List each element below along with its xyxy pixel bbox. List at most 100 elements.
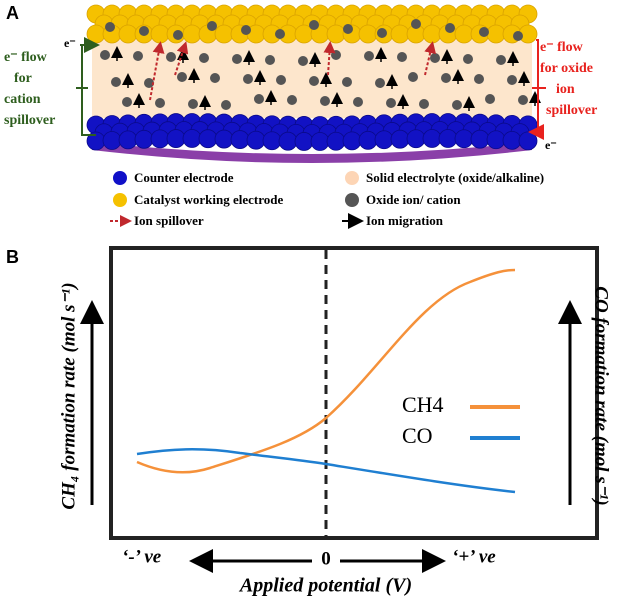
note-line: for: [14, 71, 32, 86]
counter-particle: [406, 129, 426, 149]
note-line: e⁻ flow: [4, 50, 48, 65]
legend-text: CH4: [402, 392, 444, 417]
catalyst-particle: [182, 24, 202, 44]
ion: [232, 54, 242, 64]
catalyst-particle: [454, 24, 474, 44]
ion: [331, 50, 341, 60]
electron-label: e⁻: [545, 138, 557, 152]
ion: [408, 72, 418, 82]
ion: [166, 52, 176, 62]
ion: [496, 55, 506, 65]
catalyst-particle: [326, 24, 346, 44]
electron-label: e⁻: [64, 36, 76, 50]
ion: [221, 100, 231, 110]
ion: [479, 27, 489, 37]
counter-particle: [102, 131, 122, 150]
ion: [100, 50, 110, 60]
ion: [243, 74, 253, 84]
counter-particle: [390, 129, 410, 149]
counter-particle: [246, 130, 266, 150]
legend-text: Counter electrode: [134, 170, 234, 185]
ion: [513, 31, 523, 41]
counter-particle: [150, 129, 170, 149]
catalyst-particle: [118, 24, 138, 44]
left-bracket: [76, 37, 100, 136]
counter-particle: [374, 130, 394, 150]
y-axis-label: CH₄ formation rate (mol s⁻¹): [58, 282, 79, 509]
counter-particle: [230, 130, 250, 149]
counter-particle: [198, 129, 218, 149]
ion: [139, 26, 149, 36]
ion: [287, 95, 297, 105]
ion: [173, 30, 183, 40]
legend-text: Oxide ion/ cation: [366, 192, 461, 207]
catalyst-particle: [486, 24, 506, 44]
ion: [397, 52, 407, 62]
counter-particle: [166, 129, 186, 148]
ion: [441, 73, 451, 83]
catalyst-particle: [86, 24, 106, 44]
ion: [463, 54, 473, 64]
counter-particle: [214, 129, 234, 149]
ion: [452, 100, 462, 110]
counter-particle: [486, 130, 506, 150]
ion: [276, 75, 286, 85]
ion: [377, 28, 387, 38]
y2-axis-label: CO formation rate (mol s⁻¹): [591, 286, 612, 505]
catalyst-particle: [150, 24, 170, 44]
ch4-curve: [136, 268, 516, 474]
catalyst-particle: [422, 24, 442, 44]
legend-swatch: [113, 193, 127, 207]
counter-particle: [294, 132, 314, 151]
ion: [241, 25, 251, 35]
counter-particle: [470, 129, 490, 149]
counter-particle: [326, 131, 346, 151]
ion: [474, 74, 484, 84]
ion: [342, 77, 352, 87]
legend-a: Counter electrode Solid electrolyte (oxi…: [110, 170, 544, 229]
ion: [386, 98, 396, 108]
rim: [92, 142, 532, 163]
ion: [188, 99, 198, 109]
counter-particle: [262, 131, 282, 151]
ion: [210, 73, 220, 83]
counter-particle: [278, 131, 298, 151]
ion: [419, 99, 429, 109]
note-line: spillover: [4, 113, 55, 128]
legend-swatch: [345, 193, 359, 207]
right-note: e⁻ flow for oxide ion spillover e⁻: [540, 40, 597, 152]
counter-particle: [134, 129, 154, 149]
ion: [144, 78, 154, 88]
ion: [105, 22, 115, 32]
panel-label: A: [6, 3, 19, 23]
x-zero-label: 0: [321, 548, 331, 569]
legend-text: Catalyst working electrode: [134, 192, 283, 207]
legend-text: CO: [402, 423, 433, 448]
ion: [445, 23, 455, 33]
right-bracket: [528, 39, 546, 140]
co-curve: [136, 448, 516, 494]
counter-particle: [454, 129, 474, 149]
note-line: for oxide: [540, 61, 593, 76]
ion: [111, 77, 121, 87]
ion: [430, 53, 440, 63]
x-right-label: ‘+’ ve: [452, 546, 496, 567]
ion: [133, 51, 143, 61]
panel-label: B: [6, 247, 19, 267]
legend-swatch: [345, 171, 359, 185]
spillover-arrow: [424, 41, 437, 76]
spillover-arrow: [149, 41, 165, 101]
ion: [199, 53, 209, 63]
ion: [309, 20, 319, 30]
counter-particle: [422, 129, 442, 148]
ion: [122, 97, 132, 107]
catalyst-particle: [214, 24, 234, 44]
ion: [364, 51, 374, 61]
ion: [207, 21, 217, 31]
counter-particle: [502, 130, 522, 150]
ion: [309, 76, 319, 86]
note-line: ion: [556, 82, 575, 97]
counter-particle: [358, 130, 378, 150]
